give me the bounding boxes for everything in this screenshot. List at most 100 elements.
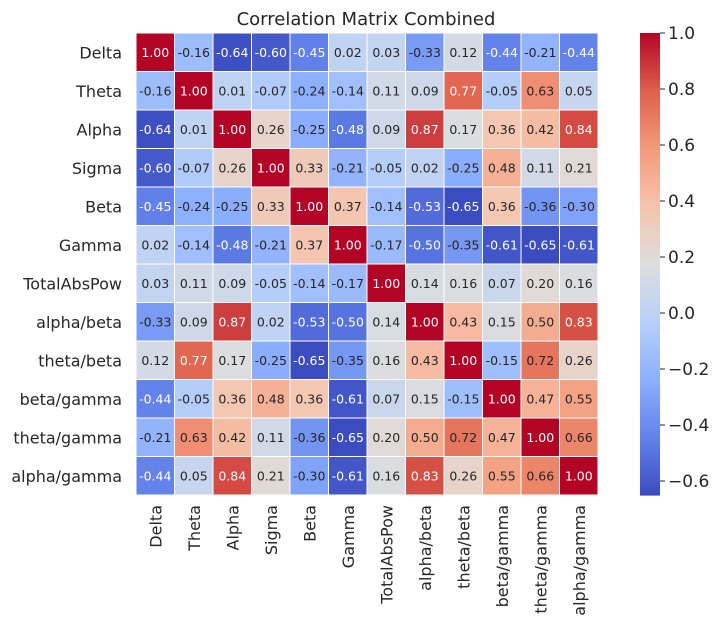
colorbar-segment [640,339,660,343]
cell-value-label: 0.02 [141,237,169,252]
heatmap-cell [135,263,175,303]
colorbar-segment [640,307,660,311]
colorbar-segment [640,125,660,129]
cell-value-label: 0.84 [565,122,593,137]
colorbar-segment [640,379,660,383]
heatmap-cell [520,302,560,342]
cell-value-label: -0.45 [293,45,325,60]
colorbar-segment [640,431,660,435]
cell-value-label: -0.36 [293,430,325,445]
colorbar-segment [640,41,660,46]
colorbar-segment [640,457,660,461]
colorbar-segment [640,229,660,233]
cell-value-label: 0.15 [488,314,516,329]
cell-value-label: 0.83 [411,468,439,483]
colorbar-tick-label: 0.0 [668,304,695,324]
cell-value-label: -0.05 [370,160,402,175]
column-label-theta-gamma: theta/gamma [531,505,550,614]
row-label-sigma: Sigma [72,159,122,178]
cell-value-label: -0.61 [332,391,364,406]
colorbar-segment [640,108,660,112]
colorbar-segment [640,56,660,60]
cell-value-label: -0.14 [293,276,325,291]
cell-value-label: 0.87 [218,314,246,329]
cell-value-label: 0.20 [372,430,400,445]
cell-value-label: 0.72 [449,430,477,445]
cell-value-label: -0.64 [216,45,248,60]
heatmap-cell [443,263,483,303]
colorbar-segment [640,53,660,57]
cell-value-label: 0.43 [411,353,439,368]
heatmap-cell [520,340,560,380]
heatmap-cell [366,379,406,419]
colorbar-segment [640,434,660,438]
cell-value-label: -0.25 [447,160,479,175]
colorbar-segment [640,272,660,277]
heatmap-cell [405,71,445,111]
cell-value-label: -0.64 [139,122,171,137]
colorbar-segment [640,463,660,467]
cell-value-label: 0.72 [526,353,554,368]
heatmap-cell [482,71,522,111]
cell-value-label: -0.53 [409,199,441,214]
cell-value-label: -0.05 [178,391,210,406]
colorbar-segment [640,356,660,360]
cell-value-label: 0.01 [218,83,246,98]
cell-value-label: 0.02 [411,160,439,175]
cell-value-label: -0.65 [332,430,364,445]
heatmap-cell [289,186,329,226]
cell-value-label: 0.37 [295,237,323,252]
colorbar-segment [640,157,660,161]
cell-value-label: -0.07 [178,160,210,175]
heatmap-cell [559,225,599,265]
cell-value-label: -0.21 [255,237,287,252]
cell-value-label: 0.36 [218,391,246,406]
heatmap-cell [443,71,483,111]
colorbar-segment [640,142,660,147]
colorbar-segment [640,261,660,265]
colorbar-segment [640,33,660,37]
cell-value-label: 1.00 [295,199,323,214]
heatmap-cell [212,417,252,457]
colorbar-segment [640,422,660,427]
cell-value-label: -0.14 [178,237,210,252]
heatmap-cell [174,456,214,496]
cell-value-label: 0.11 [372,83,400,98]
heatmap-cell [289,109,329,149]
colorbar-segment [640,110,660,115]
colorbar-segment [640,344,660,349]
colorbar-segment [640,298,660,303]
colorbar-segment [640,402,660,407]
colorbar-segment [640,301,660,306]
cell-value-label: -0.45 [139,199,171,214]
cell-value-label: 0.09 [180,314,208,329]
cell-value-label: 0.87 [411,122,439,137]
cell-value-label: 0.12 [449,45,477,60]
cell-value-label: -0.05 [255,276,287,291]
colorbar-tick-label: −0.6 [668,472,709,492]
cell-value-label: 1.00 [180,83,208,98]
cell-value-label: -0.60 [255,45,287,60]
cell-value-label: -0.35 [447,237,479,252]
heatmap-cell [135,340,175,380]
colorbar-segment [640,278,660,282]
cell-value-label: 0.55 [488,468,516,483]
colorbar-segment [640,255,660,259]
cell-value-label: 0.55 [565,391,593,406]
colorbar-segment [640,35,660,40]
heatmap-cell [520,186,560,226]
colorbar-segment [640,168,660,173]
colorbar-segment [640,405,660,409]
column-label-alpha-gamma: alpha/gamma [570,505,589,616]
heatmap-cell [405,225,445,265]
cell-value-label: 0.77 [449,83,477,98]
heatmap-cell [289,456,329,496]
colorbar-segment [640,197,660,202]
colorbar-segment [640,102,660,106]
colorbar-segment [640,414,660,418]
heatmap-cell [559,263,599,303]
heatmap-cell [520,148,560,188]
heatmap-cell [482,32,522,72]
cell-value-label: 0.09 [218,276,246,291]
heatmap-cell [328,456,368,496]
